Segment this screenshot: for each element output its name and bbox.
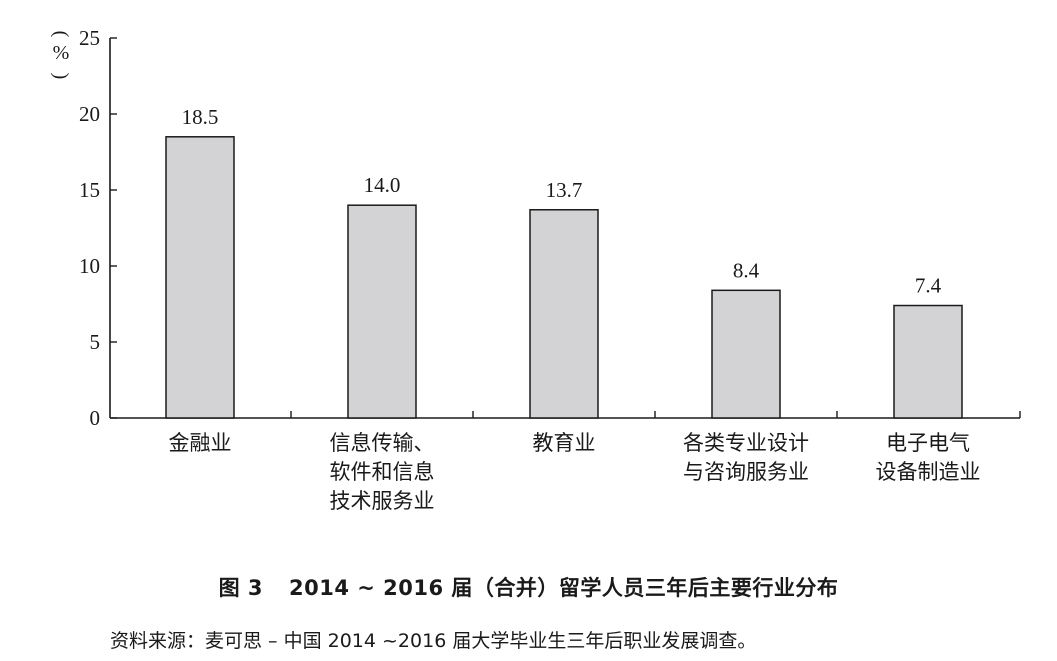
x-tick-label-line: 金融业 (169, 431, 232, 455)
bar (529, 209, 599, 419)
x-tick-label-line: 技术服务业 (330, 489, 435, 513)
bar-chart: 0 5 10 15 20 25 (%) 18.5 金融业 14.0 信息传输、软件和信息技术服务业… (50, 26, 1021, 513)
y-unit-bracket-close: ) (50, 73, 72, 80)
x-tick-label-line: 设备制造业 (876, 460, 981, 484)
bar (893, 304, 963, 419)
x-tick-label: 金融业 (169, 431, 232, 455)
source-note: 资料来源：麦可思 – 中国 2014 ~2016 届大学毕业生三年后职业发展调查… (110, 630, 757, 652)
y-tick-label: 20 (79, 102, 100, 126)
chart-bars (165, 136, 963, 419)
figure-caption: 图 3 2014 ~ 2016 届（合并）留学人员三年后主要行业分布 (0, 572, 1057, 602)
y-tick-label: 0 (90, 406, 101, 430)
data-label: 7.4 (915, 274, 942, 298)
data-label: 14.0 (364, 173, 401, 197)
data-label: 8.4 (733, 258, 760, 282)
bar (711, 289, 781, 419)
y-tick-label: 5 (90, 330, 101, 354)
x-tick-label: 信息传输、软件和信息技术服务业 (330, 431, 435, 513)
y-tick-label: 10 (79, 254, 100, 278)
y-tick-label: 15 (79, 178, 100, 202)
x-tick-label-line: 与咨询服务业 (683, 460, 809, 484)
x-tick-label: 电子电气设备制造业 (876, 431, 981, 484)
bar (165, 136, 235, 419)
bar (347, 204, 417, 419)
chart-axes: 0 5 10 15 20 25 (%) (50, 26, 1021, 430)
figure-number: 图 3 (218, 576, 263, 600)
chart-labels: 18.5 金融业 14.0 信息传输、软件和信息技术服务业 13.7 教育业 8.4 各类专业… (169, 105, 981, 513)
x-tick-label-line: 软件和信息 (330, 460, 435, 484)
x-tick-label-line: 教育业 (533, 431, 596, 455)
y-tick-label: 25 (79, 26, 100, 50)
x-tick-label-line: 各类专业设计 (683, 431, 809, 455)
data-label: 18.5 (182, 105, 219, 129)
x-tick-label: 教育业 (533, 431, 596, 455)
x-tick-label-line: 信息传输、 (330, 431, 435, 455)
x-tick-label-line: 电子电气 (886, 431, 970, 455)
y-axis-label: % (53, 42, 70, 64)
data-label: 13.7 (546, 178, 583, 202)
x-tick-label: 各类专业设计与咨询服务业 (683, 431, 809, 484)
figure-title: 2014 ~ 2016 届（合并）留学人员三年后主要行业分布 (289, 576, 839, 600)
y-unit-bracket-open: ( (50, 31, 72, 38)
